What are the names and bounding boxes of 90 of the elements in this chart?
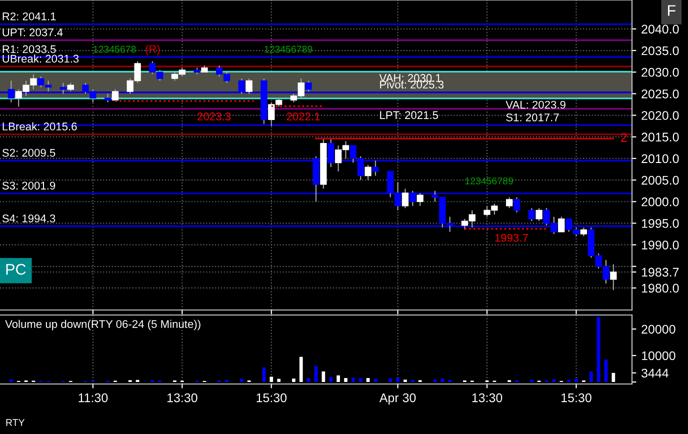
bar — [552, 379, 556, 382]
bar — [299, 356, 303, 382]
candlestick — [513, 196, 520, 213]
candlestick — [610, 264, 617, 291]
y-tick-label: 2000.0 — [642, 197, 679, 206]
candlestick — [305, 80, 312, 92]
candlestick — [528, 208, 535, 222]
annotation: PC — [6, 264, 26, 275]
bar — [240, 378, 244, 382]
bar — [344, 378, 348, 382]
annotation: (R) — [146, 44, 160, 56]
bar — [612, 372, 616, 382]
ref-line-label: S3: 2001.9 — [2, 182, 56, 190]
bar — [292, 378, 296, 382]
x-tick-label: 15:30 — [562, 393, 592, 402]
bar — [433, 380, 437, 382]
candlestick — [238, 78, 245, 94]
ref-line-label: S2: 2009.5 — [2, 148, 56, 157]
candlestick — [372, 160, 379, 176]
y-tick-label: 2005.0 — [642, 176, 679, 185]
candlestick — [506, 196, 513, 209]
bar — [410, 380, 414, 382]
y-tick-label: 1983.7 — [642, 268, 679, 277]
ref-line-label: UPT: 2037.4 — [2, 28, 63, 36]
x-tick-label: 15:30 — [256, 393, 287, 402]
ref-line-label: S1: 2017.7 — [506, 113, 559, 122]
ref-line-label: R1: 2033.5 — [2, 45, 56, 54]
bar — [277, 378, 280, 382]
annotation: 2022.1 — [286, 112, 320, 120]
y-tick-label: 20000 — [642, 324, 676, 334]
annotation: 12345678 — [94, 46, 136, 53]
candlestick — [402, 188, 409, 209]
bar — [396, 378, 400, 382]
candlestick — [246, 78, 252, 94]
bar — [530, 380, 534, 382]
x-tick-label: 11:30 — [78, 393, 108, 402]
bar — [404, 380, 407, 382]
bar — [567, 380, 570, 382]
bar — [589, 371, 593, 382]
candlestick — [409, 190, 416, 206]
x-tick-label: 13:30 — [167, 393, 198, 402]
bar — [388, 378, 392, 382]
y-tick-label: 1990.0 — [642, 240, 679, 250]
ref-line-label: VAH: 2030.1 — [379, 74, 441, 82]
y-tick-label: 2040.0 — [642, 24, 679, 34]
candlestick — [364, 164, 372, 181]
y-tick-label: 2010.0 — [642, 154, 679, 164]
y-tick-label: 2020.0 — [642, 111, 679, 120]
candlestick — [558, 216, 565, 232]
bar — [596, 317, 600, 382]
candlestick — [8, 80, 14, 103]
bar — [336, 375, 340, 382]
bar — [314, 366, 318, 382]
y-tick-label: 2025.0 — [642, 89, 679, 98]
y-tick-label: 2015.0 — [642, 132, 679, 142]
bar — [358, 378, 362, 382]
bar — [306, 378, 310, 382]
text: F — [668, 5, 676, 16]
annotation: 123456789 — [465, 177, 513, 184]
bar — [366, 378, 370, 382]
bar — [604, 360, 608, 382]
y-tick-label: 10000 — [642, 351, 676, 360]
candlestick — [328, 138, 334, 168]
bar — [329, 376, 333, 382]
x-tick-label: 13:30 — [472, 393, 502, 402]
ref-line-label: LPT: 2021.5 — [380, 111, 438, 120]
ref-line-label: S4: 1994.3 — [2, 214, 56, 222]
bar — [270, 376, 274, 382]
annotation: 1993.7 — [495, 234, 528, 242]
bar — [440, 378, 444, 382]
y-tick-label: 1980.0 — [642, 284, 679, 293]
annotation: 2 — [620, 133, 627, 142]
y-tick-label: 2035.0 — [642, 46, 679, 56]
text: RTY — [6, 419, 25, 426]
bar — [574, 378, 578, 382]
ref-line-label: VAL: 2023.9 — [506, 100, 566, 109]
y-tick-label: 1995.0 — [642, 219, 679, 228]
annotation: 2023.3 — [198, 112, 231, 120]
chart-title: Volume up down(RTY 06-24 (5 Minute)) — [5, 320, 200, 330]
bar — [352, 378, 355, 382]
candlestick — [416, 192, 424, 206]
x-tick-label: Apr 30 — [379, 393, 416, 405]
bar — [448, 380, 452, 382]
candlestick — [536, 208, 542, 222]
y-tick-label: 2030.0 — [642, 68, 679, 77]
bar — [225, 380, 228, 382]
annotation: 123456789 — [264, 46, 312, 53]
y-tick-label: 3444 — [642, 368, 668, 378]
ref-line-label: R2: 2041.1 — [2, 12, 56, 20]
bar — [9, 379, 13, 382]
